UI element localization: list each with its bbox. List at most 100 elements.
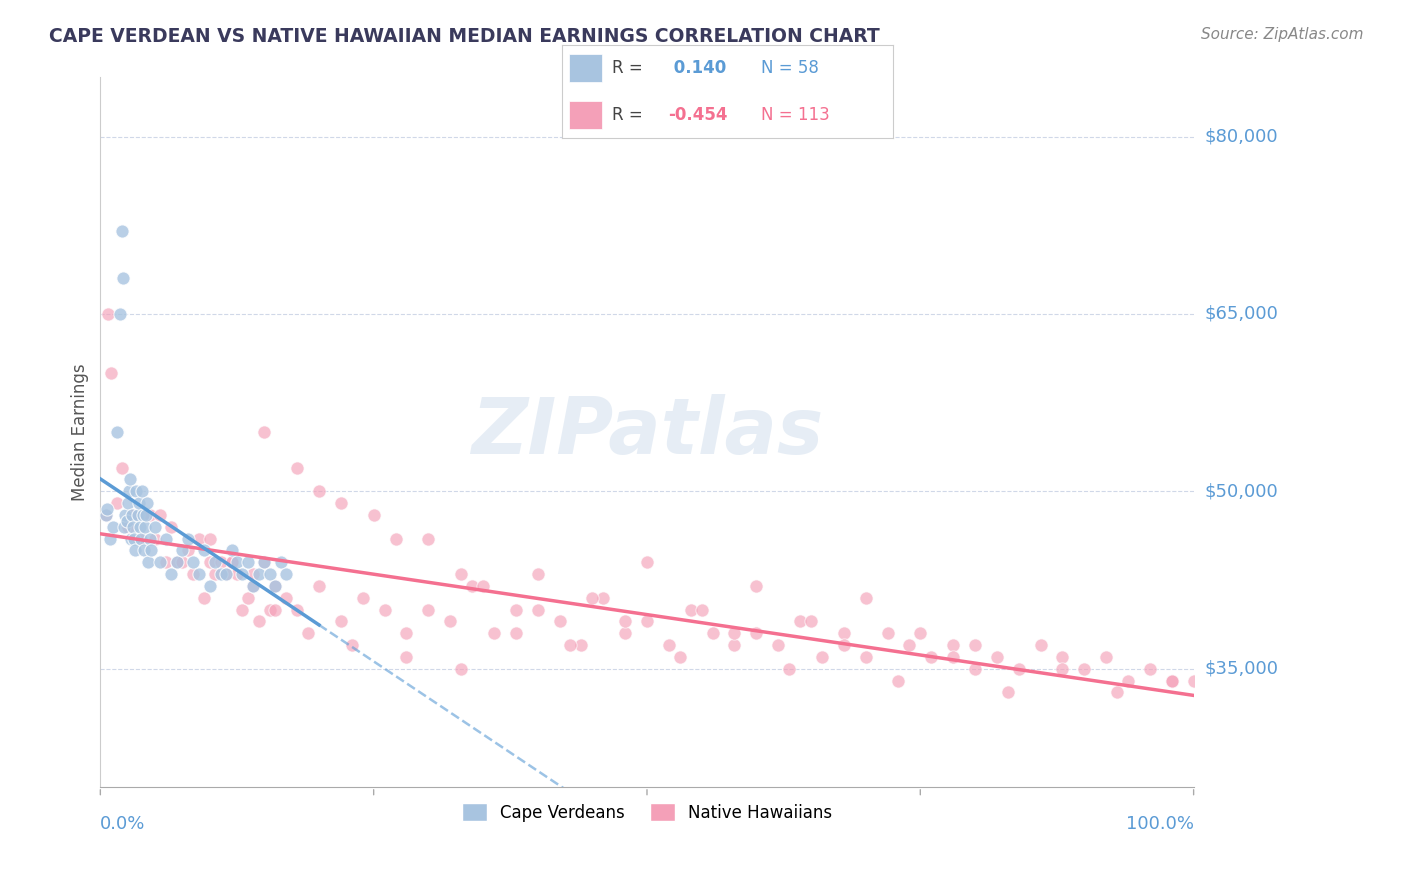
Text: ZIPatlas: ZIPatlas xyxy=(471,394,823,470)
Point xyxy=(1052,649,1074,664)
Y-axis label: Median Earnings: Median Earnings xyxy=(72,363,89,501)
Point xyxy=(128,496,150,510)
Point xyxy=(242,579,264,593)
Point xyxy=(231,602,253,616)
Point xyxy=(526,602,548,616)
Text: R =: R = xyxy=(612,59,648,77)
Point xyxy=(702,626,724,640)
Point xyxy=(132,543,155,558)
Point xyxy=(98,532,121,546)
Text: 0.140: 0.140 xyxy=(668,59,727,77)
Point xyxy=(614,615,637,629)
Point xyxy=(329,496,352,510)
Point xyxy=(209,567,232,582)
Point xyxy=(482,626,505,640)
Point xyxy=(548,615,571,629)
Point xyxy=(215,567,238,582)
Point xyxy=(112,271,135,285)
Point xyxy=(887,673,910,688)
Point xyxy=(526,567,548,582)
Point xyxy=(1116,673,1139,688)
Point xyxy=(986,649,1008,664)
Point xyxy=(276,591,298,605)
Point xyxy=(450,662,472,676)
Point xyxy=(560,638,582,652)
Point xyxy=(129,532,152,546)
Point xyxy=(276,567,298,582)
Point xyxy=(690,602,713,616)
Text: N = 58: N = 58 xyxy=(761,59,818,77)
Point xyxy=(1052,662,1074,676)
Point xyxy=(247,615,270,629)
Point xyxy=(1160,673,1182,688)
Point xyxy=(855,591,877,605)
Point xyxy=(384,532,406,546)
Point xyxy=(177,543,200,558)
Point xyxy=(308,579,330,593)
Point xyxy=(122,532,145,546)
Point xyxy=(800,615,823,629)
Point xyxy=(898,638,921,652)
Point xyxy=(226,555,249,569)
Point xyxy=(193,543,215,558)
Point xyxy=(198,532,221,546)
Point xyxy=(94,508,117,522)
Point xyxy=(221,555,243,569)
Point xyxy=(778,662,800,676)
Point xyxy=(461,579,484,593)
Point xyxy=(166,555,188,569)
Point xyxy=(1095,649,1118,664)
Point xyxy=(1073,662,1095,676)
Point xyxy=(128,532,150,546)
Legend: Cape Verdeans, Native Hawaiians: Cape Verdeans, Native Hawaiians xyxy=(456,797,839,829)
Point xyxy=(155,532,177,546)
Point xyxy=(614,626,637,640)
Point xyxy=(117,496,139,510)
Point xyxy=(811,649,834,664)
Point xyxy=(139,543,162,558)
Point xyxy=(100,366,122,380)
Point xyxy=(221,555,243,569)
Point xyxy=(118,484,141,499)
Point xyxy=(285,602,308,616)
Point xyxy=(942,638,965,652)
Point xyxy=(128,520,150,534)
Point xyxy=(1139,662,1161,676)
Point xyxy=(124,543,146,558)
Point xyxy=(571,638,593,652)
Text: 100.0%: 100.0% xyxy=(1126,815,1194,833)
Point xyxy=(658,638,681,652)
Text: Source: ZipAtlas.com: Source: ZipAtlas.com xyxy=(1201,27,1364,42)
Point xyxy=(745,626,768,640)
Point xyxy=(187,532,209,546)
Point xyxy=(149,508,172,522)
Point xyxy=(395,649,418,664)
Point xyxy=(181,567,204,582)
Point xyxy=(108,307,131,321)
Bar xyxy=(569,101,602,129)
Point xyxy=(636,615,658,629)
Text: $65,000: $65,000 xyxy=(1205,305,1278,323)
Point xyxy=(111,224,134,238)
Point xyxy=(876,626,898,640)
Point xyxy=(910,626,932,640)
Point xyxy=(236,555,259,569)
Point xyxy=(125,484,148,499)
Point xyxy=(942,649,965,664)
Text: $80,000: $80,000 xyxy=(1205,128,1278,145)
Text: 0.0%: 0.0% xyxy=(100,815,146,833)
Point xyxy=(259,567,281,582)
Point xyxy=(115,514,138,528)
Point xyxy=(226,567,249,582)
Point xyxy=(1107,685,1129,699)
Point xyxy=(340,638,363,652)
Point xyxy=(209,555,232,569)
Point xyxy=(253,555,276,569)
Point xyxy=(259,602,281,616)
Text: $35,000: $35,000 xyxy=(1205,660,1278,678)
Point xyxy=(766,638,789,652)
Point xyxy=(94,508,117,522)
Point xyxy=(193,591,215,605)
Point xyxy=(329,615,352,629)
Text: N = 113: N = 113 xyxy=(761,106,830,124)
